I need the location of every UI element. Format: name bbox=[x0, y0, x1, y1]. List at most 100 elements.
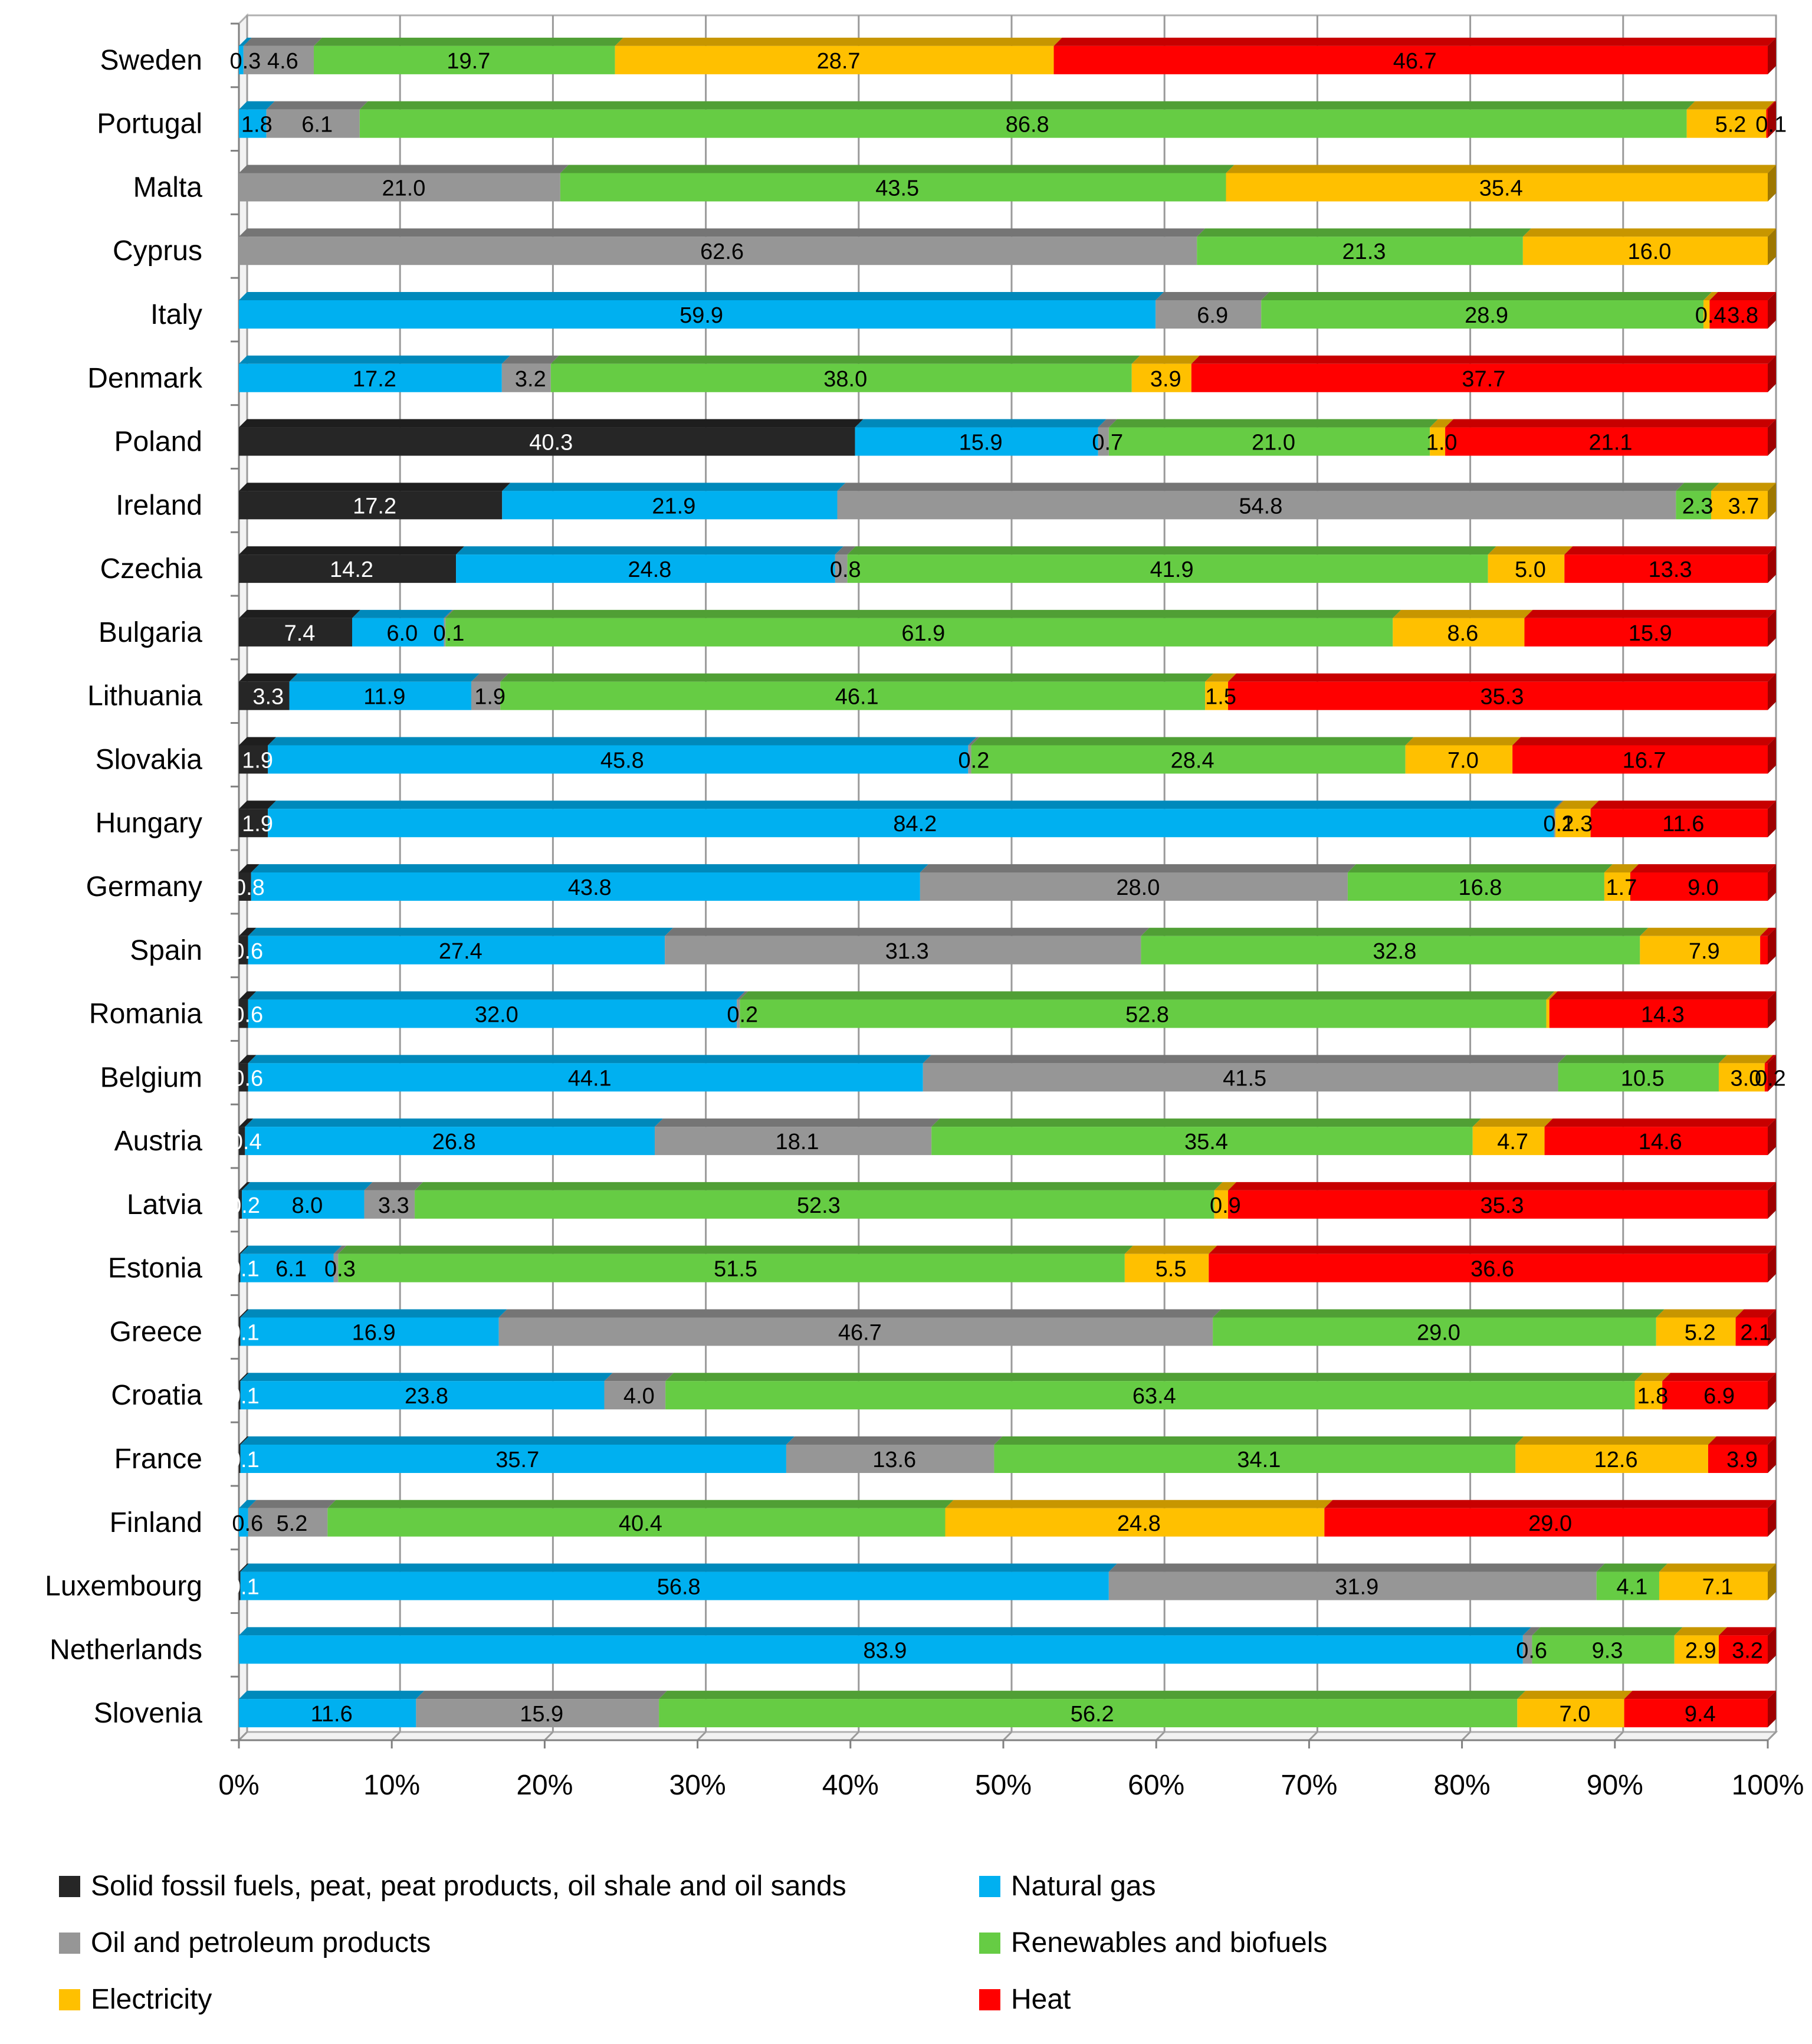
bar-segment bbox=[1156, 300, 1262, 329]
bar-segment-top bbox=[1546, 991, 1558, 1000]
bar-segment-top bbox=[1604, 864, 1639, 872]
bar-segment-top bbox=[248, 991, 746, 1000]
data-label: 0.2 bbox=[229, 1193, 260, 1218]
data-label: 7.0 bbox=[1447, 748, 1479, 773]
data-label: 9.0 bbox=[1688, 875, 1719, 900]
data-label: 0.1 bbox=[1543, 812, 1574, 836]
bar-segment bbox=[444, 618, 446, 647]
data-label: 0.1 bbox=[228, 1575, 260, 1600]
legend-swatch-renewables bbox=[979, 1932, 1000, 1954]
bar-segment-top bbox=[945, 1500, 1333, 1508]
x-tick-label: 40% bbox=[822, 1770, 879, 1801]
bar-segment bbox=[1718, 1063, 1765, 1092]
legend-item-renewables: Renewables and biofuels bbox=[979, 1927, 1327, 1959]
bar-segment bbox=[615, 45, 1054, 74]
bar-segment-top bbox=[359, 101, 1695, 110]
category-label: Slovenia bbox=[94, 1698, 202, 1729]
bar-segment bbox=[471, 681, 501, 710]
data-label: 17.2 bbox=[353, 367, 396, 392]
bar-row: 1.9 45.8 0.2 28.4 7.0 16.7 bbox=[239, 737, 1776, 774]
bar-segment bbox=[1515, 1445, 1708, 1473]
data-label: 29.0 bbox=[1417, 1320, 1460, 1345]
bar-segment bbox=[1558, 1063, 1719, 1092]
data-label: 0.3 bbox=[324, 1257, 356, 1282]
bar-segment-top bbox=[1760, 927, 1776, 936]
data-label: 0.2 bbox=[727, 1003, 758, 1028]
bar-segment-top bbox=[1555, 800, 1599, 809]
bar-segment bbox=[239, 999, 248, 1028]
data-label: 38.0 bbox=[823, 367, 867, 392]
bar-segment-top bbox=[1393, 609, 1533, 618]
bar-segment-top bbox=[920, 864, 1356, 872]
bar-segment-top bbox=[740, 991, 1555, 1000]
data-label: 52.3 bbox=[797, 1193, 841, 1218]
legend-label-solid-fossil: Solid fossil fuels, peat, peat products,… bbox=[91, 1871, 846, 1902]
category-label: Greece bbox=[110, 1316, 202, 1347]
bar-segment-top bbox=[239, 991, 257, 1000]
bar-segment bbox=[659, 1699, 1518, 1728]
bar-segment bbox=[239, 1445, 241, 1473]
data-label: 7.4 bbox=[284, 621, 316, 646]
bar-segment-top bbox=[248, 1500, 336, 1508]
data-label: 1.0 bbox=[1426, 431, 1458, 455]
bar-row: 0.1 16.9 46.7 29.0 5.2 2.1 bbox=[228, 1309, 1776, 1346]
data-label: 28.4 bbox=[1171, 748, 1214, 773]
bar-end-face bbox=[1768, 1055, 1776, 1092]
bar-segment-top bbox=[1549, 991, 1776, 1000]
bar-segment-top bbox=[239, 101, 275, 110]
data-label: 0.6 bbox=[232, 1511, 263, 1536]
data-label: 34.1 bbox=[1237, 1448, 1281, 1472]
category-label: France bbox=[114, 1443, 202, 1475]
legend: Solid fossil fuels, peat, peat products,… bbox=[59, 1870, 1770, 2035]
bar-end-face bbox=[1768, 1436, 1776, 1473]
bar-segment bbox=[268, 745, 969, 774]
data-label: 3.2 bbox=[515, 367, 546, 392]
gridline-floor bbox=[544, 1731, 554, 1741]
bar-segment bbox=[239, 681, 290, 710]
bar-segment-top bbox=[1209, 1245, 1776, 1254]
bar-row: 0.6 5.2 40.4 24.8 29.0 bbox=[232, 1500, 1776, 1537]
bar-segment-top bbox=[242, 1182, 373, 1190]
data-label: 35.3 bbox=[1481, 1193, 1524, 1218]
bar-segment-top bbox=[665, 1373, 1643, 1382]
bar-segment-top bbox=[444, 609, 454, 618]
data-label: 1.9 bbox=[242, 812, 273, 836]
data-label: 3.9 bbox=[1726, 1448, 1758, 1472]
bar-segment-top bbox=[1718, 1627, 1776, 1636]
data-label: 3.7 bbox=[1728, 494, 1760, 519]
category-label: Denmark bbox=[87, 363, 203, 394]
bar-segment bbox=[604, 1381, 666, 1410]
bar-segment-top bbox=[1709, 292, 1776, 300]
bar-segment bbox=[1430, 427, 1446, 456]
bar-row: 0.3 4.6 19.7 28.7 46.7 bbox=[229, 37, 1776, 74]
data-label: 84.2 bbox=[893, 812, 937, 836]
bar-segment bbox=[239, 1699, 416, 1728]
bar-segment-top bbox=[245, 1118, 664, 1127]
bar-segment bbox=[239, 109, 267, 138]
bar-segment bbox=[239, 300, 1156, 329]
bar-row: 21.0 43.5 35.4 bbox=[239, 165, 1776, 202]
data-label: 3.3 bbox=[252, 685, 284, 710]
bar-segment bbox=[240, 1571, 1109, 1600]
bar-segment bbox=[248, 1063, 923, 1092]
bar-segment bbox=[837, 491, 1676, 520]
bar-segment-top bbox=[239, 37, 252, 46]
bar-segment-top bbox=[239, 864, 260, 872]
data-label: 35.4 bbox=[1479, 176, 1523, 201]
data-label: 35.7 bbox=[495, 1448, 539, 1472]
bar-segment bbox=[1760, 936, 1768, 964]
bar-row: 3.3 11.9 1.9 46.1 1.5 35.3 bbox=[239, 673, 1776, 710]
data-label: 11.6 bbox=[1662, 812, 1704, 836]
bar-end-face bbox=[1768, 673, 1776, 710]
bar-segment-top bbox=[1544, 1118, 1776, 1127]
stacked-bar-chart: 0% 10% 20% 30% 40% 50% 60% 70% 80% 90% 100% Sweden 0… bbox=[45, 13, 1804, 1801]
bar-segment bbox=[248, 936, 665, 964]
bar-segment bbox=[1524, 618, 1768, 647]
x-tick-label: 10% bbox=[363, 1770, 420, 1801]
category-label: Cyprus bbox=[113, 235, 202, 267]
bar-segment bbox=[240, 1254, 334, 1282]
data-label: 3.8 bbox=[1727, 303, 1758, 328]
data-label: 56.8 bbox=[657, 1575, 701, 1600]
bar-segment bbox=[1517, 1699, 1624, 1728]
bar-segment-top bbox=[1213, 1309, 1665, 1318]
